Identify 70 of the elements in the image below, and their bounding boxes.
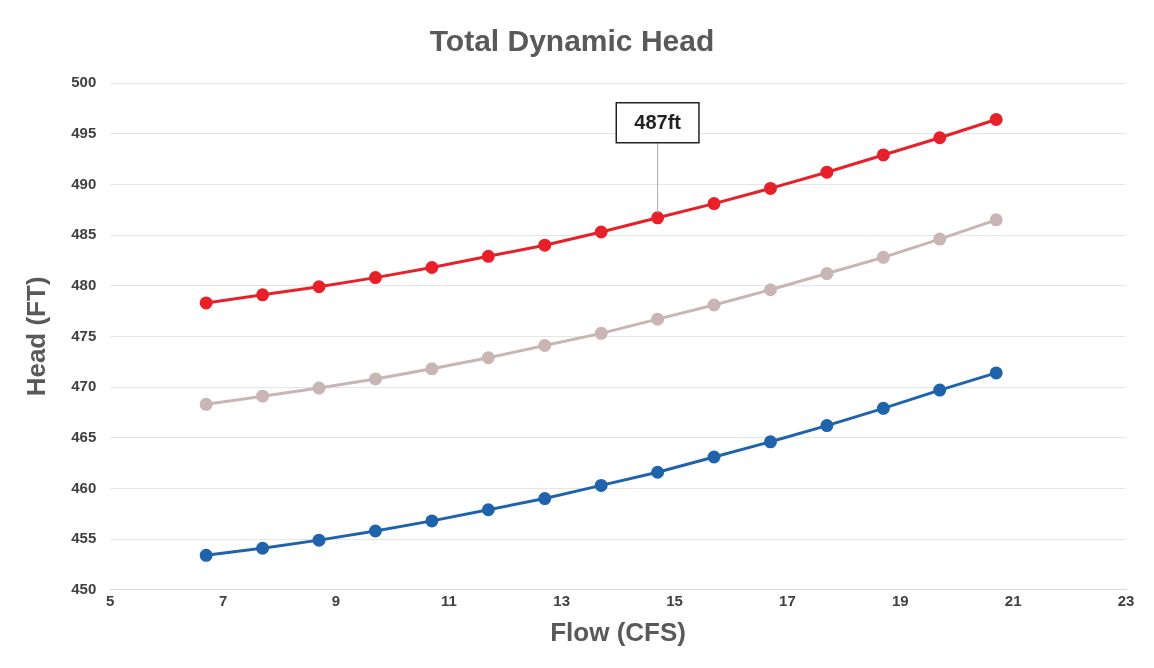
point	[594, 478, 608, 492]
chart-title: Total Dynamic Head	[429, 24, 715, 58]
point	[538, 492, 552, 506]
point	[651, 211, 665, 225]
x-tick-label: 5	[106, 591, 115, 609]
point	[763, 283, 777, 297]
y-tick-label: 490	[71, 174, 97, 192]
point	[425, 514, 439, 528]
point	[651, 312, 665, 326]
annotation: 487ft	[634, 111, 682, 134]
y-axis-title: Head (FT)	[20, 276, 51, 397]
point	[481, 351, 495, 365]
x-tick-label: 23	[1117, 591, 1135, 609]
point	[707, 450, 721, 464]
point	[368, 271, 382, 285]
point	[312, 381, 326, 395]
point	[933, 232, 947, 246]
point	[538, 238, 552, 252]
y-tick-label: 450	[71, 579, 97, 597]
x-tick-label: 11	[440, 591, 457, 609]
point	[312, 533, 326, 547]
point	[481, 249, 495, 263]
x-axis-title: Flow (CFS)	[550, 616, 686, 647]
point	[820, 267, 834, 281]
point	[651, 465, 665, 479]
point	[425, 260, 439, 274]
y-tick-label: 460	[71, 478, 97, 496]
x-tick-label: 13	[553, 591, 571, 609]
point	[820, 419, 834, 433]
point	[538, 339, 552, 353]
y-tick-label: 495	[71, 123, 97, 141]
point	[989, 213, 1003, 227]
point	[876, 250, 890, 264]
point	[707, 298, 721, 312]
x-tick-label: 17	[779, 591, 796, 609]
point	[256, 541, 270, 555]
point	[763, 181, 777, 195]
point	[594, 326, 608, 340]
y-tick-label: 500	[71, 73, 97, 91]
point	[594, 225, 608, 239]
point	[989, 112, 1003, 126]
point	[876, 148, 890, 162]
y-tick-label: 485	[71, 225, 97, 243]
y-tick-label: 465	[71, 427, 97, 445]
point	[933, 131, 947, 145]
x-tick-label: 19	[891, 591, 909, 609]
y-tick-label: 475	[71, 326, 97, 344]
point	[312, 280, 326, 294]
point	[199, 296, 213, 310]
point	[989, 366, 1003, 380]
point	[933, 383, 947, 397]
point	[199, 548, 213, 562]
x-tick-label: 15	[666, 591, 683, 609]
point	[256, 288, 270, 302]
point	[199, 397, 213, 411]
x-tick-label: 7	[218, 591, 228, 609]
point	[368, 372, 382, 386]
point	[707, 197, 721, 211]
y-tick-label: 480	[71, 275, 97, 293]
point	[876, 401, 890, 415]
point	[425, 362, 439, 376]
x-tick-label: 9	[331, 591, 341, 609]
point	[256, 389, 270, 403]
x-tick-label: 21	[1004, 591, 1022, 609]
y-tick-label: 455	[71, 529, 97, 547]
point	[820, 165, 834, 179]
point	[368, 524, 382, 538]
point	[481, 503, 495, 517]
point	[763, 435, 777, 449]
y-tick-label: 470	[71, 377, 97, 395]
